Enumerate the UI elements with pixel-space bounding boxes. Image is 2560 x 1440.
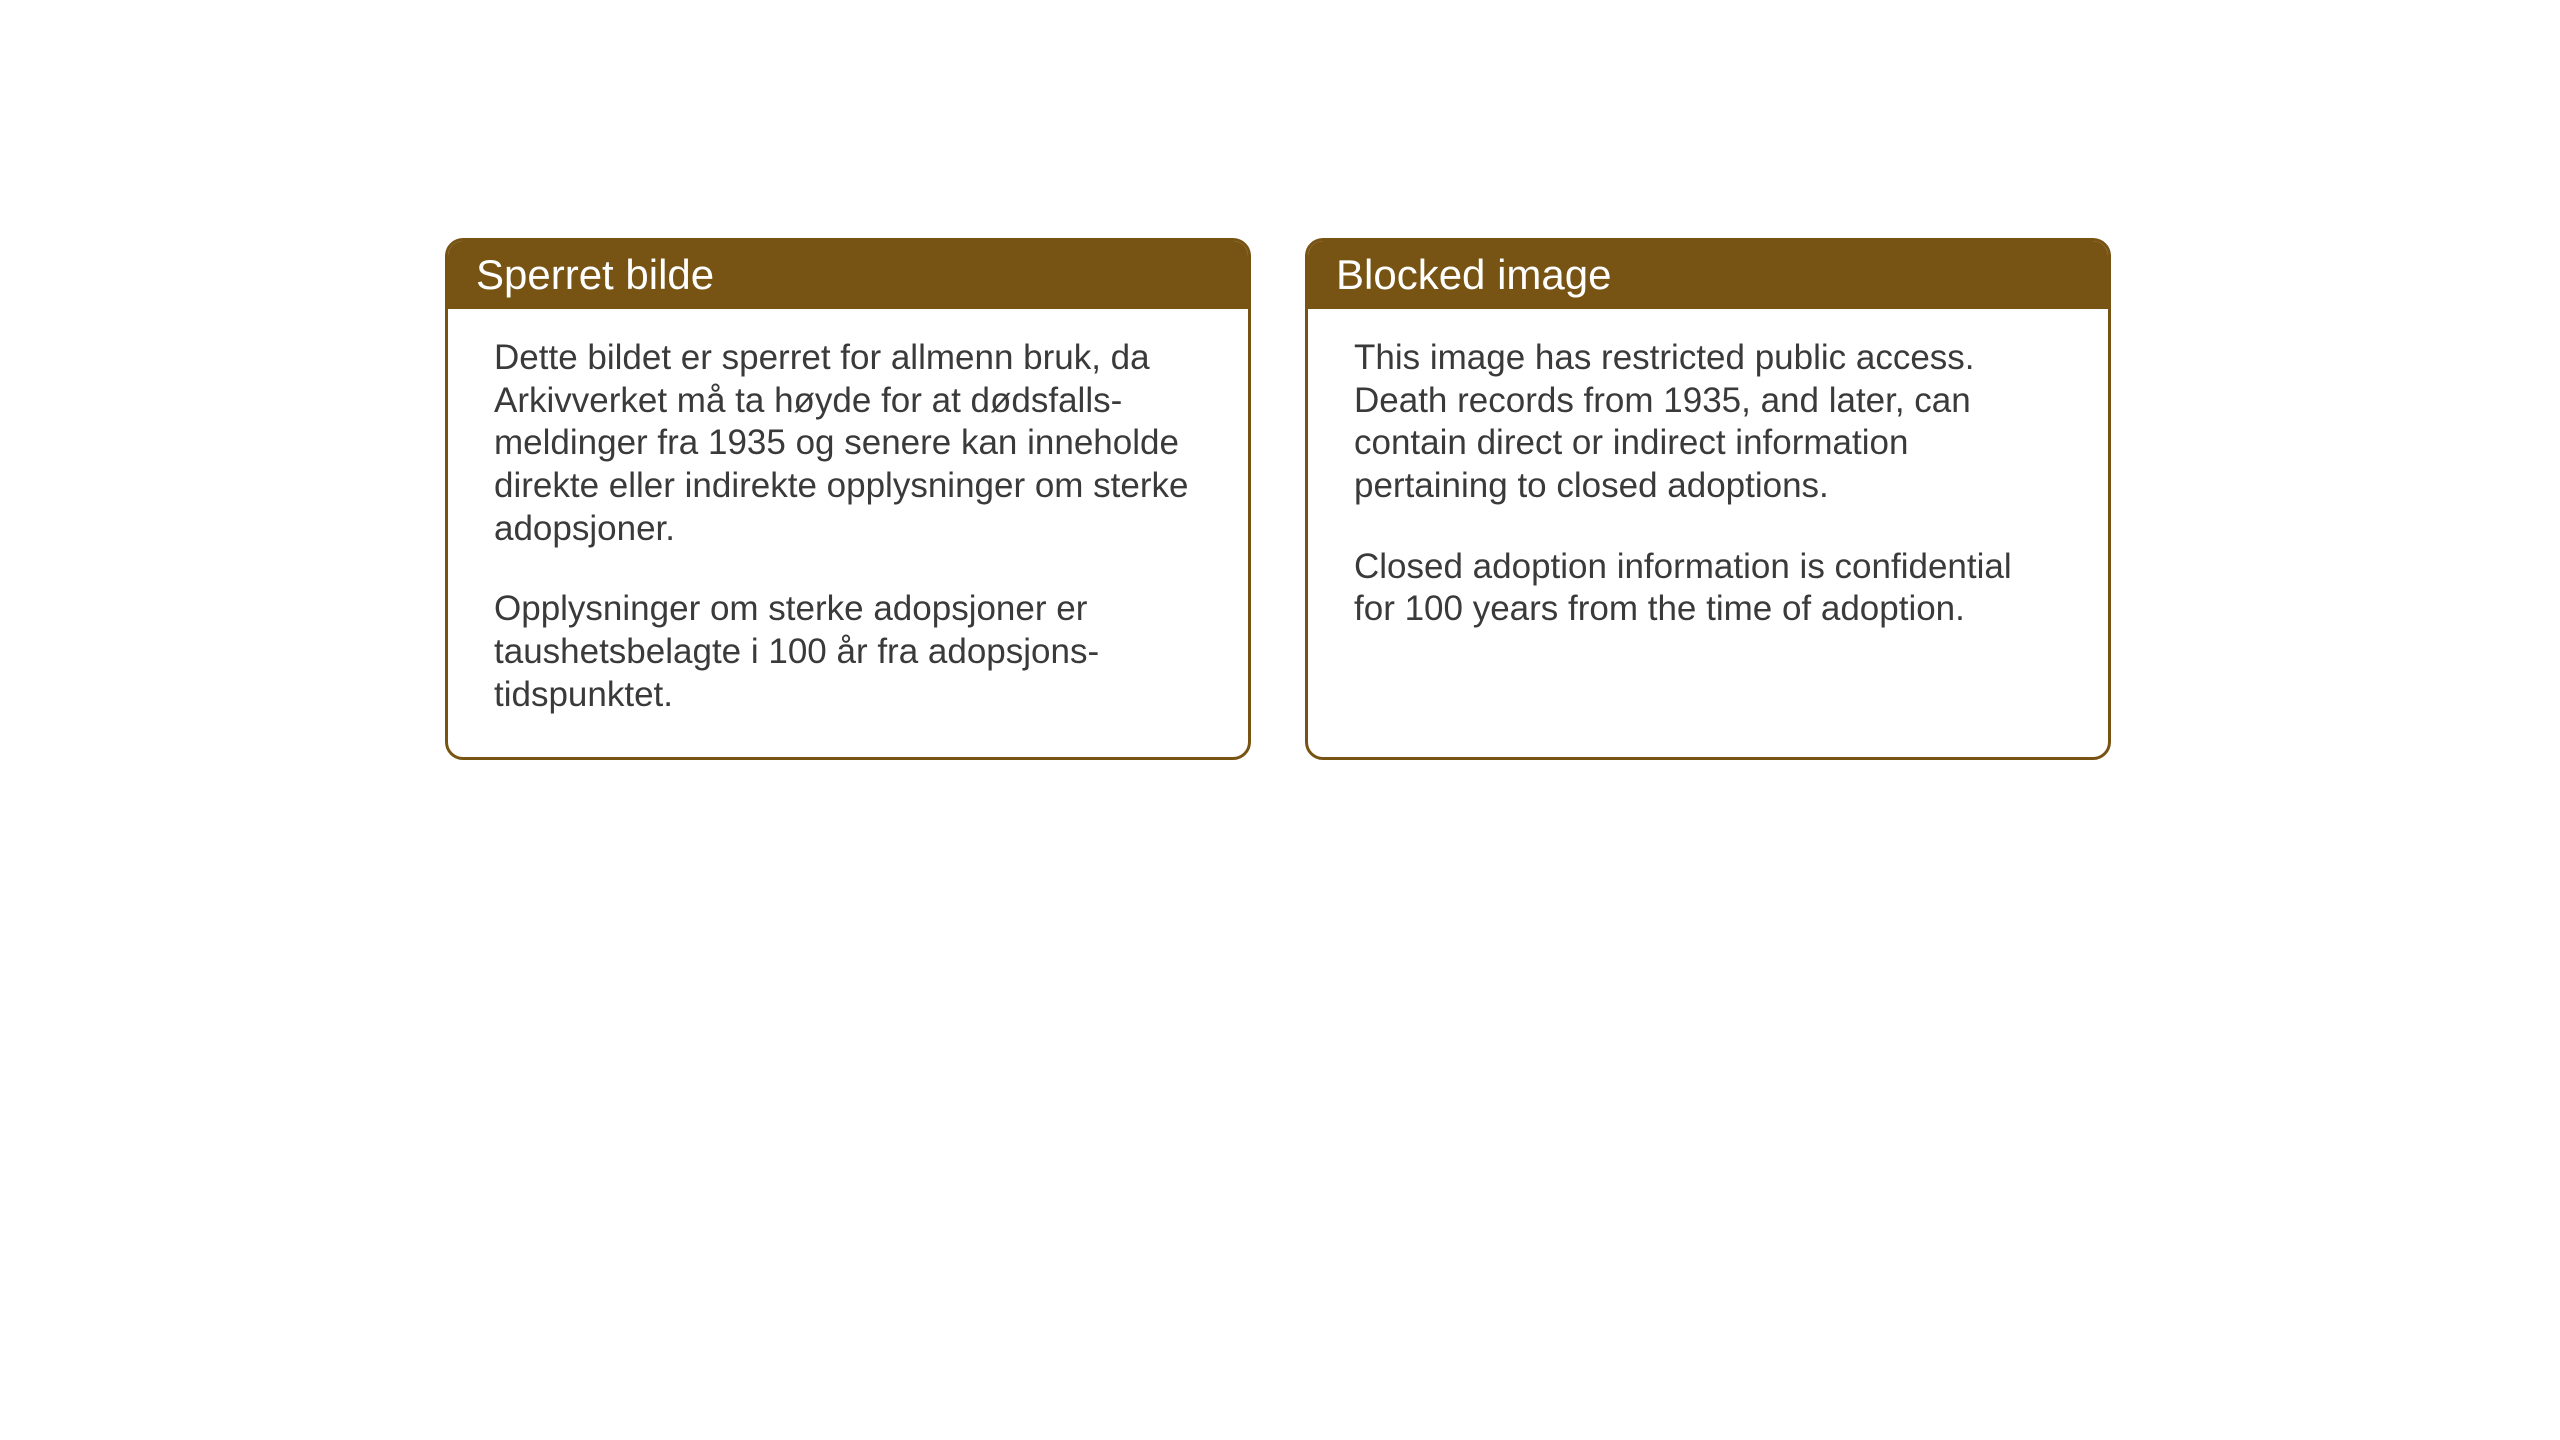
card-header-english: Blocked image — [1308, 241, 2108, 309]
card-title: Sperret bilde — [476, 251, 714, 298]
card-body-norwegian: Dette bildet er sperret for allmenn bruk… — [448, 309, 1248, 757]
card-title: Blocked image — [1336, 251, 1611, 298]
card-header-norwegian: Sperret bilde — [448, 241, 1248, 309]
paragraph-text: Closed adoption information is confident… — [1354, 546, 2062, 631]
notice-container: Sperret bilde Dette bildet er sperret fo… — [445, 238, 2111, 760]
paragraph-text: This image has restricted public access.… — [1354, 337, 2062, 508]
paragraph-text: Dette bildet er sperret for allmenn bruk… — [494, 337, 1202, 550]
notice-card-norwegian: Sperret bilde Dette bildet er sperret fo… — [445, 238, 1251, 760]
paragraph-text: Opplysninger om sterke adopsjoner er tau… — [494, 588, 1202, 716]
card-body-english: This image has restricted public access.… — [1308, 309, 2108, 671]
notice-card-english: Blocked image This image has restricted … — [1305, 238, 2111, 760]
